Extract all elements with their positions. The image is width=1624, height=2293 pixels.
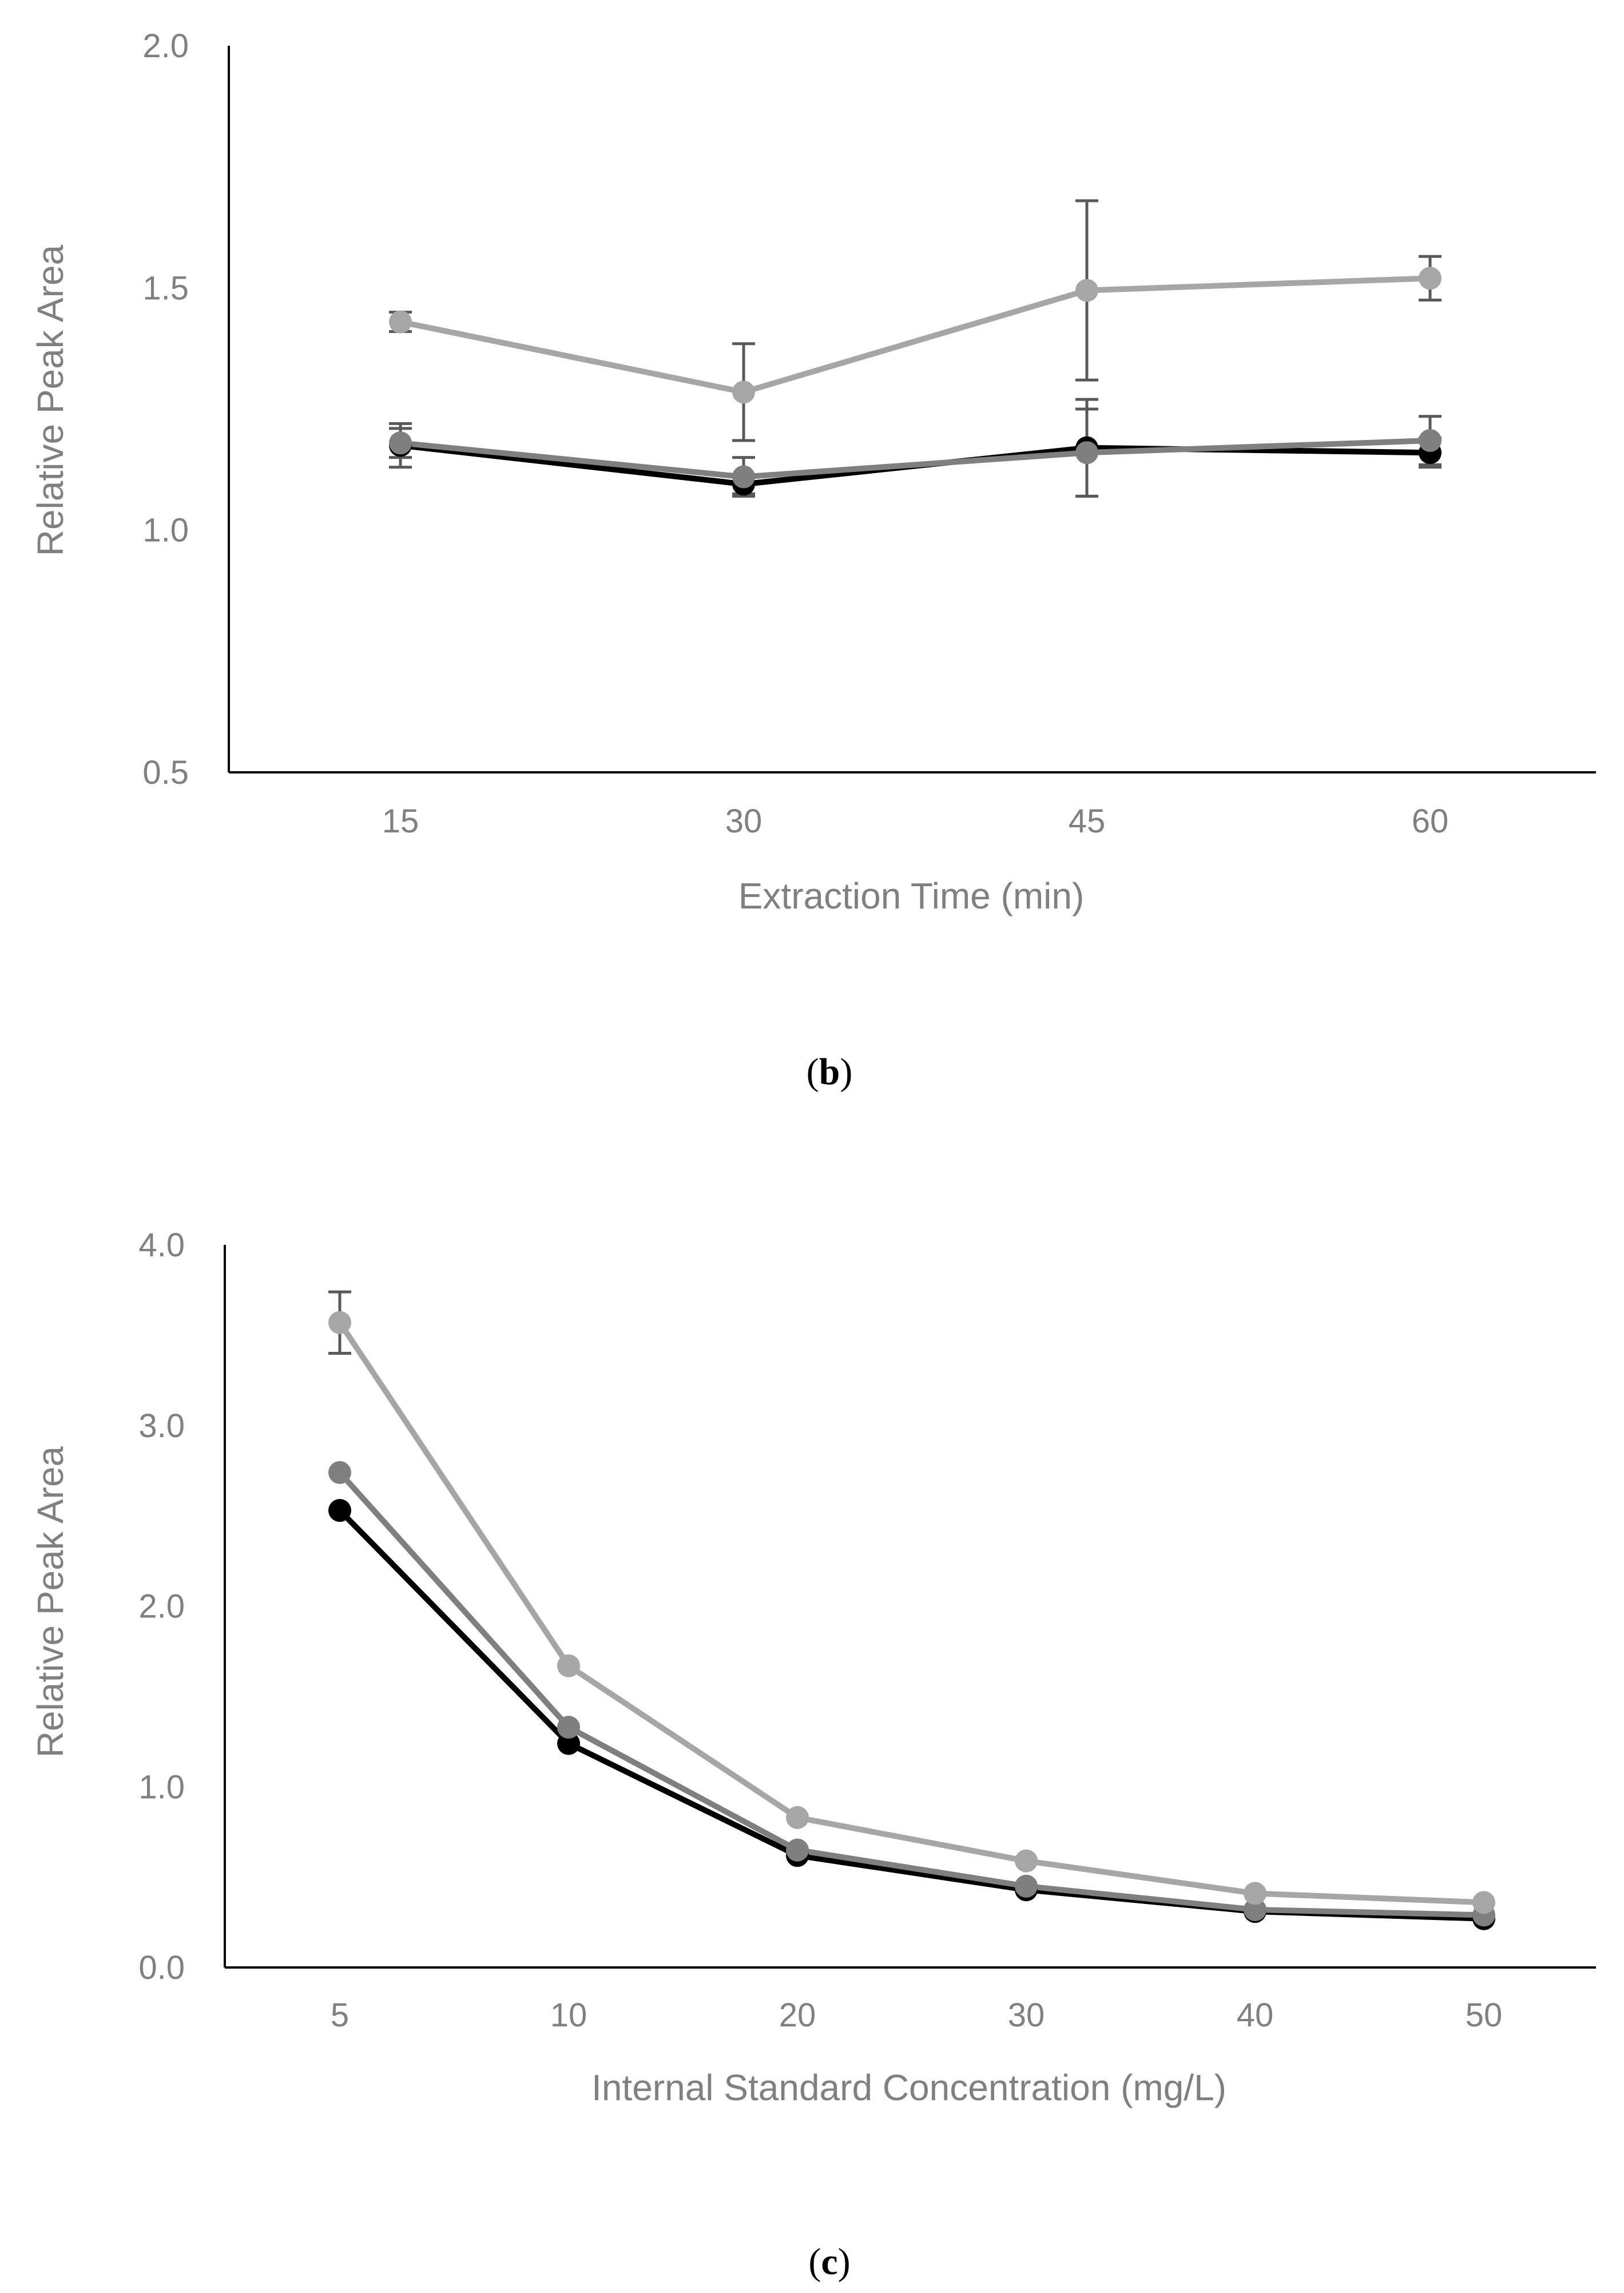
series-line-series-2-b: [398, 438, 1433, 480]
y-tick-label-c: 3.0: [138, 1407, 185, 1445]
chart-panel-b: 0.51.01.52.015 30 45 60 Relative Peak Area …: [30, 27, 1596, 1093]
data-point-series-3-c: [786, 1806, 809, 1829]
y-tick-label-c: 0.0: [138, 1949, 185, 1986]
data-point-series-3-b: [1075, 279, 1098, 302]
data-point-series-2-b: [1075, 441, 1098, 465]
data-point-series-3-b: [1419, 267, 1442, 290]
plot-area-c: 0.0 1.0 2.0 3.0 4.0 5 10 20 30 40 50: [138, 1227, 1596, 2034]
series-line-series-2-c: [337, 1469, 1487, 1918]
y-tick-label-b: 0.5: [142, 754, 189, 791]
y-tick-label-c: 1.0: [138, 1768, 185, 1806]
data-point-series-2-b: [1419, 429, 1442, 453]
data-point-series-2-b: [732, 465, 755, 489]
data-point-series-3-b: [732, 380, 755, 404]
x-tick-label-b: 15: [382, 803, 419, 840]
x-tick-label-c: 40: [1237, 1997, 1274, 2034]
x-tick-label-b: 60: [1412, 803, 1449, 840]
data-point-series-2-b: [389, 431, 412, 455]
data-point-series-3-c: [1015, 1849, 1038, 1873]
x-tick-label-c: 5: [331, 1997, 349, 2034]
panel-letter-b: b: [819, 1051, 840, 1093]
x-tick-label-c: 20: [779, 1997, 816, 2034]
x-tick-label-b: 30: [725, 803, 763, 840]
data-point-series-2-c: [786, 1838, 809, 1862]
data-point-series-2-c: [328, 1461, 351, 1484]
panel-label-b: (b): [807, 1051, 853, 1093]
data-point-series-2-c: [1015, 1874, 1038, 1898]
data-point-series-1-c: [557, 1732, 580, 1755]
data-point-series-3-c: [1244, 1882, 1266, 1905]
data-point-series-3-c: [328, 1311, 351, 1334]
chart-panel-c: 0.0 1.0 2.0 3.0 4.0 5 10 20 30 40 50 Relative Peak…: [30, 1227, 1596, 2283]
data-point-series-3-c: [557, 1654, 580, 1677]
x-tick-label-c: 30: [1008, 1997, 1045, 2034]
y-tick-label-b: 1.5: [142, 269, 189, 307]
y-tick-label-b: 1.0: [142, 512, 189, 549]
series-line-series-1-c: [337, 1507, 1487, 1922]
x-axis-title-c: Internal Standard Concentration (mg/L): [591, 2067, 1226, 2108]
x-tick-label-c: 10: [550, 1997, 587, 2034]
y-axis-title-b: Relative Peak Area: [30, 244, 71, 556]
y-tick-label-c: 2.0: [138, 1588, 185, 1625]
data-point-series-3-c: [1472, 1891, 1495, 1914]
y-axis-title-c: Relative Peak Area: [30, 1446, 71, 1758]
panel-letter-c: c: [821, 2241, 837, 2283]
data-point-series-2-c: [1244, 1898, 1266, 1921]
y-tick-label-c: 4.0: [138, 1227, 185, 1264]
plot-area-b: 0.5 1.0 1.5 2.0 15 30 45 60: [142, 27, 1596, 840]
data-point-series-3-b: [389, 310, 412, 334]
panel-label-c: (c): [808, 2241, 850, 2283]
x-axis-title-b: Extraction Time (min): [738, 875, 1085, 917]
x-tick-label-b: 45: [1069, 803, 1106, 840]
x-tick-label-c: 50: [1466, 1997, 1503, 2034]
data-point-series-2-c: [557, 1716, 580, 1739]
series-line-series-3-b: [398, 275, 1433, 395]
series-line-series-3-c: [337, 1319, 1487, 1906]
y-tick-label-b: 2.0: [142, 27, 189, 65]
data-point-series-1-c: [328, 1499, 351, 1522]
